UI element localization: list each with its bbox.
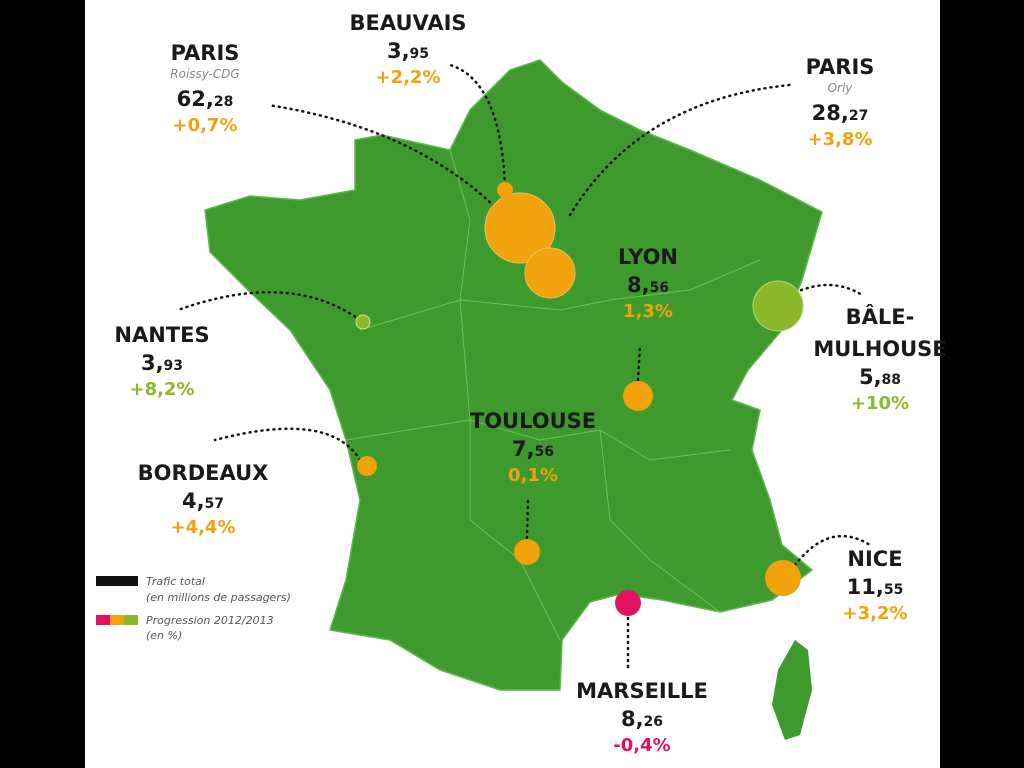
airport-markers bbox=[355, 182, 804, 616]
traffic-whole: 3, bbox=[387, 39, 410, 63]
traffic: 11,55 bbox=[847, 575, 904, 599]
traffic-whole: 28, bbox=[812, 101, 849, 125]
traffic-decimal: 56 bbox=[535, 444, 554, 460]
legend-text: Progression 2012/2013 bbox=[146, 614, 274, 627]
traffic: 3,95 bbox=[387, 39, 429, 63]
marker bbox=[497, 182, 513, 198]
legend-text: Trafic total bbox=[146, 575, 205, 588]
traffic-whole: 5, bbox=[859, 365, 882, 389]
airport-label: MARSEILLE 8,26 -0,4% bbox=[576, 679, 708, 756]
marker bbox=[765, 560, 801, 596]
france-map bbox=[204, 59, 823, 691]
traffic-whole: 62, bbox=[177, 87, 214, 111]
airport-label: TOULOUSE 7,56 0,1% bbox=[470, 409, 596, 486]
traffic: 28,27 bbox=[812, 101, 869, 125]
legend-text: (en %) bbox=[146, 629, 182, 642]
traffic-decimal: 95 bbox=[410, 46, 429, 62]
airport-label: BÂLE- MULHOUSE 5,88 +10% bbox=[813, 304, 946, 414]
traffic: 7,56 bbox=[512, 437, 554, 461]
airport-label: PARIS Roissy-CDG 62,28 +0,7% bbox=[170, 41, 239, 136]
airport-label: LYON 8,56 1,3% bbox=[618, 245, 678, 322]
airport-label: PARIS Orly 28,27 +3,8% bbox=[806, 55, 875, 150]
traffic: 62,28 bbox=[177, 87, 234, 111]
progress: +3,2% bbox=[842, 603, 907, 624]
traffic-whole: 8, bbox=[627, 273, 650, 297]
airport-name: NICE bbox=[847, 547, 902, 571]
connectors bbox=[176, 63, 872, 674]
marker bbox=[357, 456, 377, 476]
progress: -0,4% bbox=[613, 735, 670, 756]
traffic-decimal: 88 bbox=[882, 372, 901, 388]
region-borders bbox=[345, 149, 761, 641]
traffic-decimal: 26 bbox=[644, 714, 663, 730]
progress: +4,4% bbox=[170, 517, 235, 538]
traffic-decimal: 93 bbox=[164, 358, 183, 374]
traffic-decimal: 28 bbox=[214, 94, 233, 110]
airport-subname: Roissy-CDG bbox=[170, 67, 239, 81]
traffic-decimal: 57 bbox=[205, 496, 224, 512]
airport-name: MARSEILLE bbox=[576, 679, 708, 703]
traffic: 8,56 bbox=[627, 273, 669, 297]
airport-name: NANTES bbox=[114, 323, 209, 347]
traffic: 3,93 bbox=[141, 351, 183, 375]
marker bbox=[514, 539, 540, 565]
legend-swatch bbox=[96, 615, 110, 625]
progress: 1,3% bbox=[623, 301, 673, 322]
corsica bbox=[772, 640, 812, 740]
airport-label: NICE 11,55 +3,2% bbox=[842, 547, 907, 624]
traffic-decimal: 55 bbox=[884, 582, 903, 598]
legend-text: (en millions de passagers) bbox=[146, 591, 291, 604]
traffic-whole: 3, bbox=[141, 351, 164, 375]
legend: Trafic total (en millions de passagers) … bbox=[96, 575, 291, 642]
airport-label: BEAUVAIS 3,95 +2,2% bbox=[349, 11, 466, 88]
marker bbox=[752, 280, 804, 332]
marker bbox=[524, 247, 576, 299]
traffic: 8,26 bbox=[621, 707, 663, 731]
airport-subname: Orly bbox=[828, 81, 854, 95]
traffic-whole: 4, bbox=[182, 489, 205, 513]
airport-name: LYON bbox=[618, 245, 678, 269]
traffic-decimal: 56 bbox=[650, 280, 669, 296]
marker bbox=[484, 192, 556, 264]
traffic: 4,57 bbox=[182, 489, 224, 513]
legend-swatch bbox=[110, 615, 124, 625]
traffic: 5,88 bbox=[859, 365, 901, 389]
progress: 0,1% bbox=[508, 465, 558, 486]
progress: +0,7% bbox=[172, 115, 237, 136]
marker bbox=[615, 590, 641, 616]
airport-name: TOULOUSE bbox=[470, 409, 596, 433]
traffic-whole: 11, bbox=[847, 575, 884, 599]
progress: +3,8% bbox=[807, 129, 872, 150]
progress: +2,2% bbox=[375, 67, 440, 88]
progress: +8,2% bbox=[129, 379, 194, 400]
airport-name: BÂLE- bbox=[846, 304, 915, 329]
legend-swatch bbox=[124, 615, 138, 625]
marker bbox=[355, 314, 371, 330]
progress: +10% bbox=[851, 393, 909, 414]
airport-name: MULHOUSE bbox=[813, 337, 946, 361]
traffic-whole: 8, bbox=[621, 707, 644, 731]
airport-name: BORDEAUX bbox=[138, 461, 269, 485]
airport-name: PARIS bbox=[806, 55, 875, 79]
airport-name: PARIS bbox=[171, 41, 240, 65]
marker bbox=[623, 381, 653, 411]
airport-name: BEAUVAIS bbox=[349, 11, 466, 35]
legend-swatch bbox=[96, 576, 138, 586]
airport-label: BORDEAUX 4,57 +4,4% bbox=[138, 461, 269, 538]
airport-label: NANTES 3,93 +8,2% bbox=[114, 323, 209, 400]
traffic-decimal: 27 bbox=[849, 108, 868, 124]
traffic-whole: 7, bbox=[512, 437, 535, 461]
